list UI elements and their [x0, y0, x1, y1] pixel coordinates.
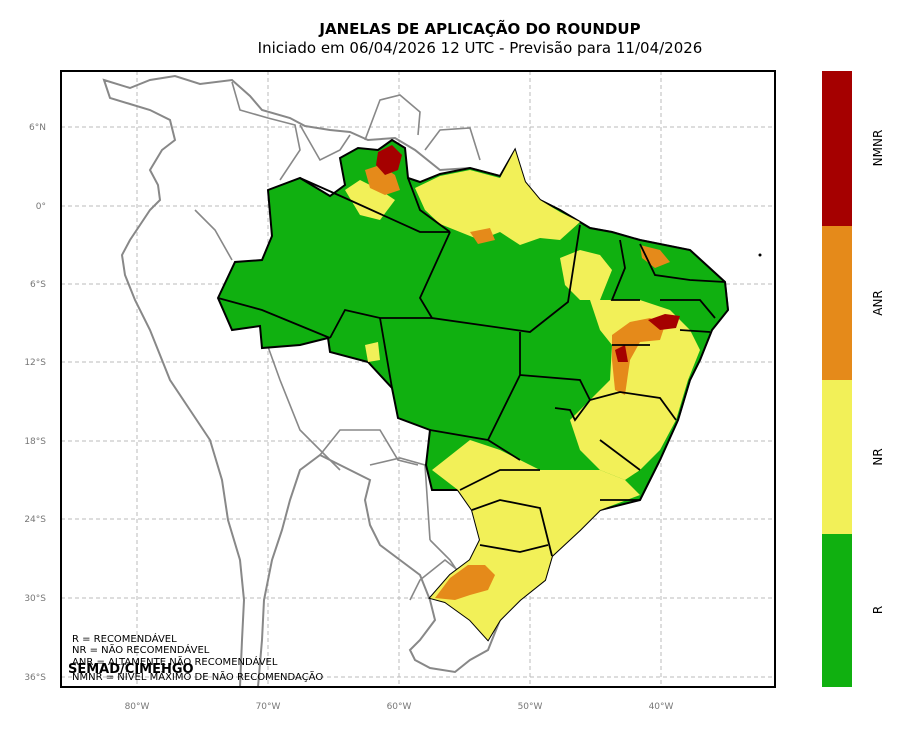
lon-tick: 60°W	[387, 702, 412, 712]
colorbar-nmnr-swatch	[822, 71, 852, 226]
lon-tick: 70°W	[256, 702, 281, 712]
legend-line: NR = NÃO RECOMENDÁVEL	[72, 643, 210, 656]
lon-tick: 40°W	[649, 702, 674, 712]
lat-tick: 36°S	[24, 673, 46, 683]
lat-tick: 30°S	[24, 594, 46, 604]
colorbar-label: ANR	[871, 290, 885, 316]
island-dot	[758, 253, 762, 257]
legend-notes: R = RECOMENDÁVEL NR = NÃO RECOMENDÁVEL A…	[72, 632, 323, 683]
legend-line: ANR = ALTAMENTE NÃO RECOMENDÁVEL	[72, 655, 278, 668]
map-frame	[60, 70, 776, 688]
credit-text: SEMAD/CIMEHGO	[68, 662, 194, 677]
lon-tick: 80°W	[125, 702, 150, 712]
colorbar-anr-swatch	[822, 226, 852, 380]
colorbar-label: R	[871, 606, 885, 614]
lat-tick: 0°	[36, 202, 46, 212]
lat-tick: 24°S	[24, 515, 46, 525]
south-america-outline	[102, 74, 730, 687]
colorbar-label: NMNR	[871, 130, 885, 167]
colorbar: NMNR ANR NR R	[822, 71, 885, 687]
state-borders	[217, 177, 726, 557]
latitude-ticks: 6°N 0° 6°S 12°S 18°S 24°S 30°S 36°S	[24, 123, 46, 683]
colorbar-label: NR	[871, 448, 885, 465]
lat-tick: 18°S	[24, 437, 46, 447]
colorbar-nr-swatch	[822, 380, 852, 534]
lat-tick: 6°N	[29, 123, 46, 133]
colorbar-r-swatch	[822, 534, 852, 687]
map-subtitle: Iniciado em 06/04/2026 12 UTC - Previsão…	[257, 39, 703, 57]
legend-line: R = RECOMENDÁVEL	[72, 632, 177, 645]
legend-line: NMNR = NÍVEL MÁXIMO DE NÃO RECOMENDAÇÃO	[72, 670, 323, 683]
brazil-region-nmnr	[376, 145, 680, 362]
lon-tick: 50°W	[518, 702, 543, 712]
map-title: JANELAS DE APLICAÇÃO DO ROUNDUP	[319, 20, 641, 38]
longitude-ticks: 80°W 70°W 60°W 50°W 40°W	[125, 702, 674, 712]
lat-tick: 6°S	[30, 280, 46, 290]
lat-tick: 12°S	[24, 358, 46, 368]
